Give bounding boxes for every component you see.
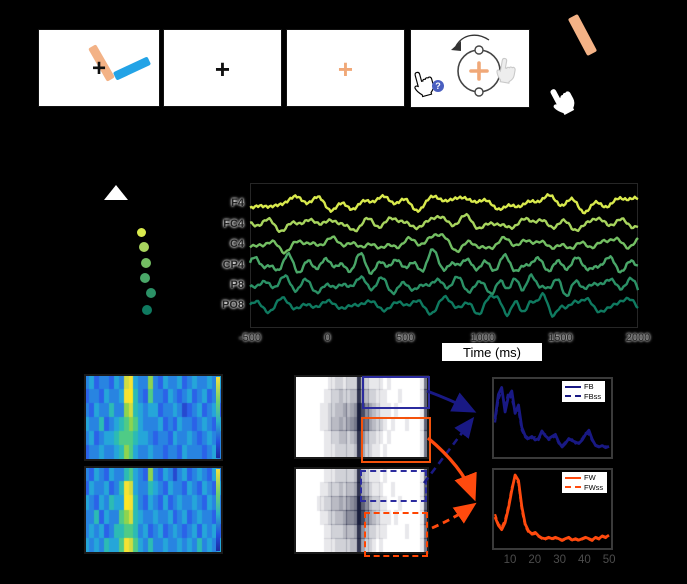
dial-handle-top: [474, 45, 484, 55]
legend-label-fwss: FWss: [584, 482, 604, 492]
eeg-xtick: 2000: [625, 332, 651, 344]
spectrogram-heatmap-top: [85, 375, 222, 460]
eeg-xtick: -500: [238, 332, 262, 344]
eeg-xtick: 1500: [548, 332, 573, 344]
fw-legend: FW FWss: [561, 471, 609, 494]
fb-legend: FB FBss: [561, 380, 607, 403]
legend-line-solid: [565, 476, 581, 479]
eeg-xlabel: Time (ms): [462, 344, 521, 360]
eeg-trace-p8: [249, 273, 640, 297]
eeg-trace-fc4: [249, 212, 639, 233]
spectra-xtick: 30: [553, 554, 566, 566]
electrode-dot-f4: [136, 227, 146, 237]
legend-row: FW: [565, 474, 603, 482]
eeg-trace-po8: [249, 292, 639, 318]
screen-cue: +: [286, 29, 405, 107]
spectrogram-heatmap-bottom: [85, 467, 222, 553]
electrode-dot-c4: [141, 258, 151, 268]
hand-pointer-question-icon: [414, 71, 434, 98]
orange-fixation-cross: +: [337, 53, 354, 84]
roi-fbss-dashed: [360, 470, 427, 502]
channel-label-fc4: FC4: [223, 217, 244, 230]
eeg-trace-cp4: [248, 248, 639, 275]
electrode-dot-fc4: [139, 242, 149, 252]
channel-label-po8: PO8: [221, 299, 244, 311]
fw-power-frame: [492, 468, 613, 550]
fb-power-frame: [492, 377, 613, 459]
legend-line-dashed: [565, 486, 581, 489]
eeg-traces-svg: [248, 193, 640, 318]
power-curve-fb: [493, 386, 610, 450]
eeg-xtick: 500: [396, 332, 415, 344]
roi-fb-solid: [362, 376, 430, 409]
eeg-xtick: 0: [324, 332, 331, 344]
eeg-trace-f4: [249, 193, 639, 215]
roi-fw-solid: [361, 417, 431, 463]
blue-bar-stimulus: [112, 56, 152, 81]
fw-power-plot: [493, 473, 610, 542]
screen-fixation: +: [163, 29, 282, 107]
arrow-fb-solid: [426, 389, 477, 413]
spectra-x-axis-ticks: 10 20 30 40 50: [492, 554, 616, 568]
fixation-cross: +: [214, 53, 231, 84]
eeg-x-axis-ticks: -500 0 500 1000 1500 2000: [239, 332, 650, 346]
spectra-xtick: 50: [602, 554, 616, 566]
fb-power-plot: [493, 386, 610, 450]
eeg-plot-frame: [250, 183, 638, 328]
power-curve-fwss: [493, 476, 610, 542]
spectra-xtick: 40: [577, 554, 591, 566]
legend-label-fw: FW: [584, 473, 596, 482]
legend-row: FBss: [565, 391, 602, 401]
eeg-channel-labels: F4 FC4 C4 CP4 P8 PO8: [205, 183, 248, 328]
screen-response: ?: [410, 29, 530, 108]
screen-stimulus: +: [38, 29, 160, 107]
roi-fwss-dashed: [364, 512, 428, 557]
arrow-fbss-dashed: [422, 416, 475, 484]
spectra-xtick: 20: [528, 554, 542, 566]
legend-label-fbss: FBss: [584, 391, 602, 401]
electrode-dot-p8: [146, 288, 156, 298]
arrow-fw-solid: [426, 436, 477, 502]
hand-pointer-icon: [496, 57, 516, 84]
rotation-arrowhead-icon: [451, 41, 461, 51]
channel-label-f4: F4: [231, 197, 244, 209]
legend-label-fb: FB: [584, 382, 594, 391]
eeg-xtick: 1000: [470, 332, 496, 344]
question-mark: ?: [435, 81, 441, 91]
eeg-xlabel-box: Time (ms): [442, 343, 542, 361]
colorbar-top: [216, 377, 220, 458]
response-dial-graphic: ?: [414, 34, 516, 98]
electrode-dot-cp4: [140, 273, 150, 283]
legend-row: FWss: [565, 482, 604, 492]
fixation-cross: +: [91, 54, 107, 82]
hand-pointer-white-icon: [550, 89, 575, 116]
rotation-arrow: [455, 34, 490, 47]
spectra-xtick: 10: [503, 554, 517, 566]
gray-bottom-border: [294, 467, 429, 554]
legend-row: FB: [565, 383, 601, 391]
head-nose-triangle: [104, 185, 128, 200]
legend-line-dashed: [565, 395, 581, 398]
channel-label-c4: C4: [229, 238, 244, 250]
dial-handle-bottom: [474, 87, 484, 97]
electrode-dot-po8: [142, 305, 152, 315]
eeg-trace-c4: [249, 233, 639, 255]
channel-label-p8: P8: [230, 279, 244, 291]
question-badge: [432, 80, 444, 92]
colorbar-bottom: [216, 469, 220, 551]
orange-bar-probe: [567, 13, 598, 57]
legend-line-solid: [565, 385, 581, 388]
orange-fixation-cross: [469, 61, 489, 81]
channel-label-cp4: CP4: [222, 258, 244, 271]
arrow-fwss-dashed: [431, 502, 477, 530]
heatmap-bottom-border: [84, 466, 223, 554]
heatmap-top-border: [84, 374, 223, 461]
